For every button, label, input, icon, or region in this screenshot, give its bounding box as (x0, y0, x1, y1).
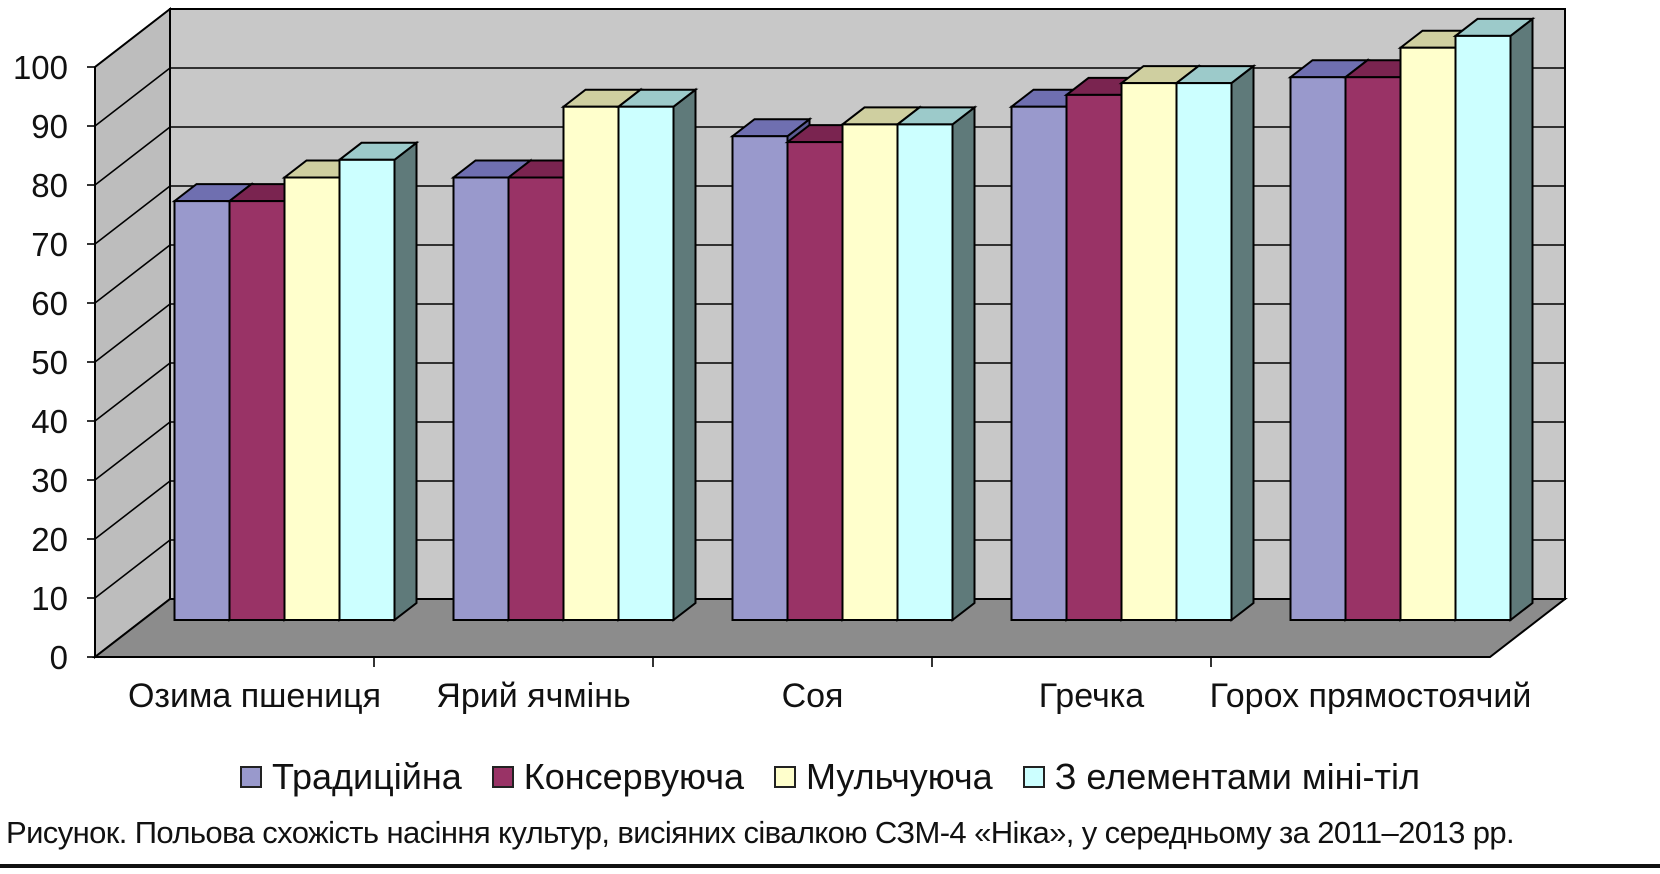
bottom-rule (0, 864, 1660, 868)
bar-1-2 (228, 200, 286, 621)
gridline (94, 185, 171, 245)
bar-4-4 (1175, 82, 1233, 622)
legend-swatch (491, 766, 514, 788)
bar-3-4-side (951, 105, 976, 623)
legend-swatch (773, 766, 796, 788)
legend-label: Консервуюча (523, 756, 744, 797)
bar-1-4 (338, 158, 396, 622)
y-tick-label: 90 (31, 108, 68, 145)
gridline (94, 126, 171, 186)
x-tick-label: Гречка (1039, 677, 1145, 715)
gridline (94, 8, 171, 68)
legend-swatch (1022, 766, 1045, 788)
legend: Традиційна Консервуюча Мульчуюча З елемента… (0, 752, 1660, 802)
bar-4-2 (1065, 93, 1123, 621)
y-tick-label: 70 (31, 226, 68, 263)
gridline (94, 303, 171, 363)
bar-chart: 0 10 20 30 40 50 60 70 80 90 100 Озима пшениця Ярий … (13, 6, 1568, 715)
gridline (94, 362, 171, 422)
bar-5-2 (1344, 76, 1402, 621)
x-tick-label: Озима пшениця (128, 677, 381, 715)
gridline (94, 67, 171, 127)
bar-2-4-side (672, 87, 697, 623)
bar-5-3 (1399, 46, 1457, 621)
x-tick-label: Соя (782, 677, 844, 715)
legend-item: Мульчуюча (773, 756, 993, 798)
bar-4-1 (1010, 105, 1068, 621)
gridline (94, 421, 171, 481)
y-tick-label: 80 (31, 167, 68, 204)
bar-2-4 (617, 105, 675, 621)
bar-4-4-side (1230, 64, 1255, 623)
gridline (94, 244, 171, 304)
y-tick-label: 30 (31, 462, 68, 499)
bar-5-1 (1289, 76, 1347, 621)
bar-1-1 (173, 200, 231, 621)
chart-area: 0 10 20 30 40 50 60 70 80 90 100 Озима пшениця Ярий … (13, 6, 1568, 715)
bar-3-3 (841, 123, 899, 622)
gridline (94, 480, 171, 540)
bar-4-3 (1120, 82, 1178, 622)
bar-5-4-side (1509, 16, 1534, 623)
bar-3-1 (731, 135, 789, 621)
bar-5-4 (1454, 34, 1512, 621)
bar-2-3 (562, 105, 620, 621)
bar-3-2 (786, 141, 844, 621)
bar-3-4 (896, 123, 954, 622)
bar-1-4-side (393, 140, 418, 623)
y-tick-label: 100 (13, 49, 68, 86)
bar-2-2 (507, 176, 565, 621)
y-tick-label: 0 (50, 639, 68, 676)
legend-item: З елементами міні-тіл (1022, 756, 1421, 798)
x-tick-label: Горох прямостоячий (1210, 677, 1532, 715)
bar-1-3 (283, 176, 341, 621)
figure-caption: Рисунок. Польова схожість насіння культу… (6, 815, 1515, 850)
y-tick-label: 10 (31, 580, 68, 617)
legend-label: Мульчуюча (805, 756, 993, 797)
y-tick-label: 50 (31, 344, 68, 381)
x-tick-label: Ярий ячмінь (436, 677, 630, 715)
legend-label: З елементами міні-тіл (1054, 756, 1421, 797)
legend-label: Традиційна (271, 756, 462, 797)
legend-item: Консервуюча (491, 756, 744, 798)
y-tick-label: 20 (31, 521, 68, 558)
legend-swatch (239, 766, 262, 788)
bar-2-1 (452, 176, 510, 621)
gridline (94, 539, 171, 599)
y-tick-label: 40 (31, 403, 68, 440)
legend-item: Традиційна (239, 756, 462, 798)
y-tick-label: 60 (31, 285, 68, 322)
